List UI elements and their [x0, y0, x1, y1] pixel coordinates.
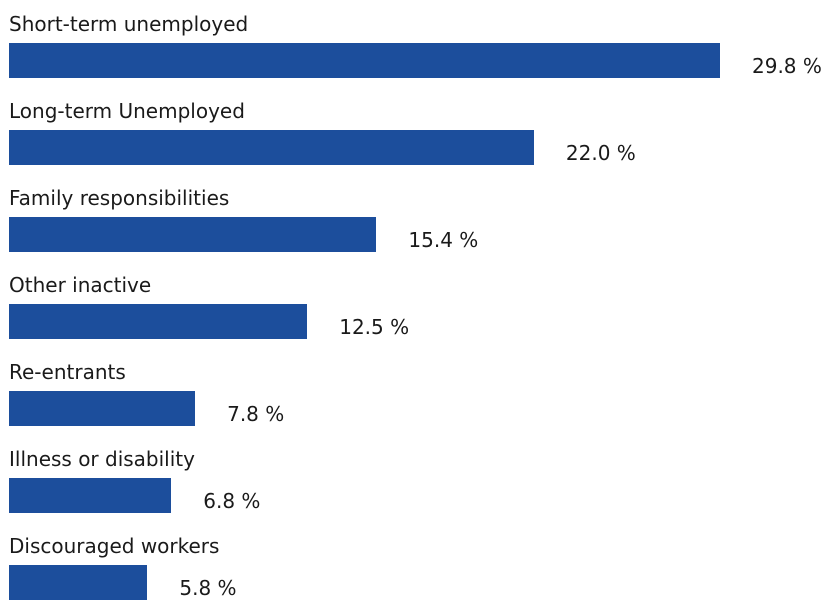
bar — [9, 130, 534, 165]
value-label: 12.5 % — [339, 314, 410, 339]
category-label: Other inactive — [9, 273, 152, 297]
category-label: Re-entrants — [9, 360, 126, 384]
bar — [9, 391, 196, 426]
category-label: Discouraged workers — [9, 534, 220, 558]
value-label: 15.4 % — [408, 227, 479, 252]
category-label: Long-term Unemployed — [9, 99, 245, 123]
value-label: 6.8 % — [203, 488, 261, 513]
bar — [9, 565, 148, 600]
bar — [9, 304, 308, 339]
value-label: 7.8 % — [227, 401, 285, 426]
bar — [9, 217, 377, 252]
value-label: 22.0 % — [565, 140, 636, 165]
category-label: Illness or disability — [9, 447, 195, 471]
category-label: Family responsibilities — [9, 186, 230, 210]
value-label: 5.8 % — [179, 575, 237, 600]
value-label: 29.8 % — [752, 53, 822, 78]
category-label: Short-term unemployed — [9, 12, 249, 36]
bar — [9, 43, 720, 78]
bar — [9, 478, 172, 513]
